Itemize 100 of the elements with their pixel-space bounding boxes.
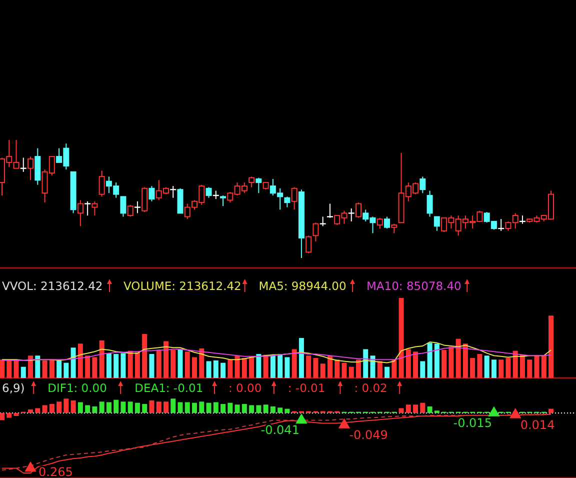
bar <box>427 342 432 378</box>
bar <box>377 361 382 378</box>
bar <box>92 357 98 378</box>
bar <box>278 354 283 378</box>
text: DEA1: -0.01 <box>134 381 204 395</box>
bar <box>178 349 183 378</box>
bar <box>14 413 19 416</box>
bar <box>149 354 154 378</box>
bar <box>398 408 404 413</box>
bar <box>363 349 368 378</box>
text: MA5: 98944.00 <box>258 279 346 293</box>
bar <box>156 350 162 378</box>
bar <box>384 366 390 378</box>
bar <box>78 402 83 413</box>
candlestick <box>348 208 355 222</box>
bar <box>348 366 354 378</box>
bar <box>42 405 48 413</box>
bar <box>35 356 40 378</box>
bar <box>163 402 168 413</box>
bar <box>284 408 290 413</box>
bar <box>99 340 104 378</box>
bar <box>470 358 476 378</box>
bar <box>484 356 490 378</box>
annotation: -0.049 <box>349 428 388 442</box>
bar <box>149 400 154 413</box>
bar <box>541 356 546 378</box>
bar <box>334 360 340 378</box>
bar <box>356 360 361 378</box>
bar <box>434 344 440 378</box>
candlestick <box>220 194 226 207</box>
candlestick <box>426 190 433 218</box>
candlestick <box>148 186 155 202</box>
bar <box>228 360 233 378</box>
bar <box>313 358 318 378</box>
candlestick <box>326 203 334 218</box>
bar <box>42 360 48 378</box>
bar <box>420 402 426 413</box>
bar <box>292 349 297 378</box>
candlestick <box>420 176 426 194</box>
annotation: 0.265 <box>38 465 73 478</box>
bar <box>220 404 226 413</box>
bar <box>114 400 119 413</box>
bar <box>406 404 411 413</box>
bar <box>199 348 204 378</box>
candlestick <box>312 222 319 242</box>
bar <box>270 354 276 378</box>
annotation: -0.041 <box>260 423 300 438</box>
bar <box>548 316 554 378</box>
bar <box>70 348 76 378</box>
bar <box>506 358 511 378</box>
bar <box>413 352 418 378</box>
text: : 0.02 <box>354 381 388 395</box>
point <box>338 418 350 428</box>
bar <box>206 402 212 413</box>
candlestick <box>284 196 290 208</box>
bar <box>462 344 468 378</box>
text: : 0.00 <box>228 381 262 395</box>
candlestick <box>291 186 298 210</box>
bar <box>0 413 4 420</box>
bar <box>85 356 90 378</box>
bar <box>420 361 426 378</box>
bar <box>128 350 133 378</box>
text: VOLUME: 213612.42 <box>124 279 242 293</box>
bar <box>220 362 226 378</box>
candlestick <box>355 202 362 218</box>
candlestick <box>28 156 34 181</box>
bar <box>263 404 268 413</box>
bar <box>163 341 168 378</box>
bar <box>234 356 240 378</box>
bar <box>6 413 12 418</box>
bar <box>263 354 268 378</box>
bar <box>134 352 140 378</box>
bar <box>92 406 98 413</box>
bar <box>120 353 126 378</box>
bar <box>249 357 254 378</box>
bar <box>398 298 404 378</box>
bar <box>270 406 276 413</box>
bar <box>413 404 418 413</box>
bar <box>256 354 262 378</box>
bar <box>427 406 432 413</box>
bar <box>70 400 76 413</box>
candlestick <box>127 204 134 218</box>
bar <box>142 404 148 413</box>
bar <box>249 405 254 413</box>
bar <box>477 354 482 378</box>
candlestick <box>120 196 126 218</box>
bar <box>114 354 119 378</box>
bar <box>0 360 4 378</box>
bar <box>64 398 69 413</box>
bar <box>520 354 525 378</box>
bar <box>49 360 54 378</box>
annotation: -0.015 <box>453 416 492 430</box>
bar <box>370 356 376 378</box>
candlestick <box>319 216 326 227</box>
text: 6,9) <box>2 381 25 395</box>
bar <box>228 402 233 413</box>
bar <box>78 344 83 378</box>
bar <box>56 360 62 378</box>
bar <box>85 405 90 413</box>
bar <box>106 402 112 413</box>
